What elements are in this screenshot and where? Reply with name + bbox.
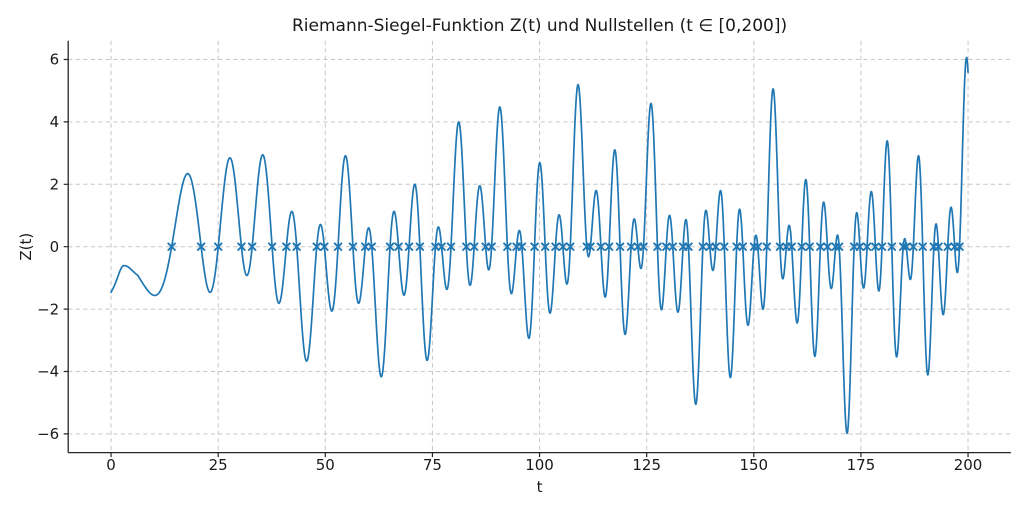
y-tick-label: 2 [50, 176, 60, 194]
x-tick-label: 25 [209, 456, 228, 474]
x-tick-label: 50 [316, 456, 335, 474]
gridlines [68, 40, 1011, 453]
x-tick-label: 100 [525, 456, 554, 474]
y-tick-label: −2 [37, 300, 59, 318]
tick-marks-path [63, 58, 969, 458]
x-tick-label: 150 [739, 456, 768, 474]
grid-path [68, 40, 1011, 453]
x-tick-label: 75 [423, 456, 442, 474]
y-tick-labels: −6 −4 −2 0 2 4 6 [37, 51, 59, 443]
x-tick-labels: 0 25 50 75 100 125 150 175 200 [106, 456, 982, 474]
x-tick-label: 0 [106, 456, 116, 474]
y-tick-label: −4 [37, 363, 59, 381]
y-tick-label: 6 [50, 51, 60, 69]
y-axis-label: Z(t) [17, 233, 35, 261]
x-axis-label: t [537, 478, 543, 496]
x-tick-label: 200 [954, 456, 983, 474]
x-tick-label: 125 [632, 456, 661, 474]
chart-title: Riemann-Siegel-Funktion Z(t) und Nullste… [292, 16, 787, 36]
x-tick-label: 175 [847, 456, 876, 474]
y-tick-label: 4 [50, 113, 60, 131]
y-tick-label: −6 [37, 425, 59, 443]
tick-marks [63, 58, 969, 458]
zero-markers-x-icon [167, 242, 964, 251]
curve-line [110, 56, 969, 435]
y-tick-label: 0 [50, 238, 60, 256]
